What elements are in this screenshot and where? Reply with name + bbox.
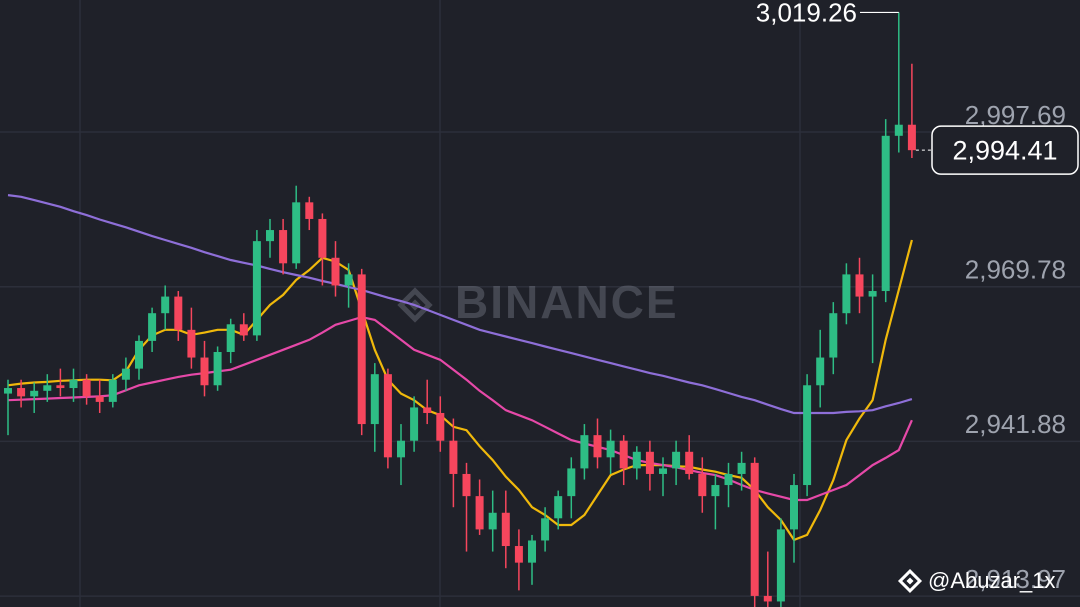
candle-body	[43, 385, 52, 391]
candle-body	[30, 390, 39, 397]
candle-body	[266, 230, 274, 242]
candle-body	[449, 440, 458, 474]
candle-body	[698, 473, 707, 497]
candle-body	[829, 313, 838, 358]
candle-body	[56, 385, 65, 389]
candle-body	[436, 412, 445, 441]
candle-body	[135, 340, 143, 369]
watermark: BINANCE	[455, 276, 679, 328]
credit-logo	[897, 568, 923, 594]
candle-body	[790, 485, 798, 530]
candle-body	[501, 512, 510, 547]
plot	[4, 12, 916, 607]
candle-body	[475, 496, 484, 530]
candle-body	[868, 291, 877, 297]
y-tick-label: 2,969.78	[965, 255, 1066, 285]
candle-body	[187, 329, 196, 358]
candle-body	[331, 257, 340, 286]
candle-body	[252, 241, 261, 336]
candle-body	[528, 540, 536, 563]
candle-body	[108, 379, 117, 402]
candle-body	[514, 546, 523, 563]
candle-body	[462, 473, 471, 497]
candle-body	[370, 374, 379, 425]
candle-body	[842, 274, 851, 314]
moving-average-line	[7, 315, 913, 502]
candle-body	[554, 496, 563, 519]
axis-labels: 2,913.97 2,941.88 2,969.78 2,997.69 3,019.26…	[756, 0, 1079, 594]
candle-body	[383, 374, 392, 458]
last-price-box	[931, 125, 1079, 175]
candle-body	[685, 451, 694, 474]
candle-body	[488, 512, 497, 530]
candle-body	[82, 379, 91, 397]
candle-body	[423, 407, 432, 413]
candle-body	[357, 274, 366, 425]
candle-body	[776, 529, 785, 602]
moving-average-line	[7, 194, 913, 415]
y-tick-label: 2,941.88	[965, 409, 1066, 439]
candle-body	[659, 468, 667, 474]
candle-body	[593, 435, 602, 458]
candle-body	[121, 368, 130, 380]
candle-body	[69, 379, 78, 389]
candle-body	[803, 385, 812, 486]
candle-body	[397, 440, 405, 458]
high-marker-label: 3,019.26	[756, 0, 857, 27]
candle-body	[750, 462, 759, 596]
candle-body	[619, 440, 628, 469]
candle-body	[318, 218, 327, 258]
candle-body	[213, 352, 222, 386]
candle-body	[17, 388, 26, 397]
candle-body	[894, 124, 903, 136]
candle-body	[763, 595, 772, 602]
candle-body	[292, 202, 301, 264]
candle-body	[907, 124, 916, 151]
candle-body	[200, 357, 209, 386]
candle-body	[645, 451, 654, 474]
candle-body	[148, 313, 157, 341]
candle-body	[279, 230, 288, 264]
candle-body	[632, 451, 641, 469]
candle-body	[672, 451, 681, 469]
candle-body	[580, 435, 589, 469]
candle-body	[174, 296, 183, 330]
candle-body	[95, 396, 104, 402]
candle-body	[239, 324, 248, 336]
candle-body	[855, 274, 864, 297]
y-tick-label: 2,997.69	[965, 100, 1066, 130]
last-price-label: 2,994.41	[952, 135, 1057, 165]
candle-body	[4, 388, 12, 394]
candle-body	[305, 202, 314, 219]
candle-body	[816, 357, 825, 386]
candle-body	[226, 324, 235, 353]
candle-body	[410, 407, 419, 441]
candle-body	[606, 440, 615, 458]
candle-body	[737, 462, 746, 474]
y-tick-label: 2,913.97	[965, 564, 1066, 594]
candle-body	[881, 135, 890, 292]
candle-body	[711, 485, 720, 497]
candle-body	[724, 473, 733, 486]
credit-group: @Abuzar_1x	[897, 568, 1056, 594]
candle-body	[161, 296, 170, 314]
candle-body	[541, 518, 550, 541]
candle-body	[567, 468, 576, 497]
moving-average-line	[7, 239, 913, 542]
candle-body	[344, 274, 353, 286]
credit: @Abuzar_1x	[928, 568, 1056, 593]
